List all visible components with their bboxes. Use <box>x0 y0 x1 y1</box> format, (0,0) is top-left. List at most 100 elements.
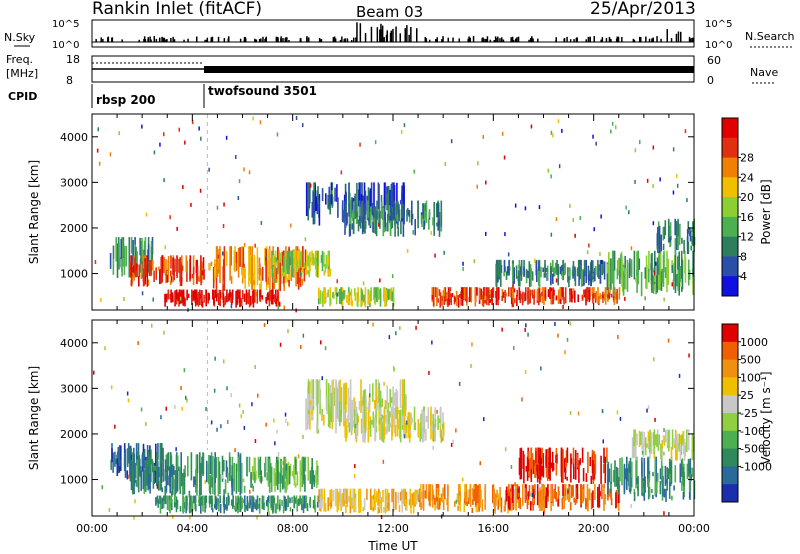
heatmap-cell <box>638 258 641 270</box>
heatmap-cell <box>196 478 198 496</box>
heatmap-cell <box>159 269 161 285</box>
heatmap-cell <box>327 383 330 427</box>
noise-bar <box>158 37 161 42</box>
heatmap-cell <box>558 491 561 496</box>
heatmap-cell <box>398 504 401 512</box>
heatmap-cell <box>118 463 121 473</box>
heatmap-cell <box>289 507 292 512</box>
heatmap-cell <box>279 503 281 510</box>
noise-bar <box>280 38 282 42</box>
heatmap-cell <box>114 424 116 429</box>
heatmap-cell <box>620 253 622 277</box>
noise-bar <box>390 30 393 42</box>
heatmap-cell <box>251 256 253 290</box>
heatmap-cell <box>334 287 337 296</box>
heatmap-cell <box>619 416 622 421</box>
heatmap-cell <box>511 485 514 503</box>
heatmap-cell <box>208 475 211 491</box>
heatmap-cell <box>217 254 220 259</box>
heatmap-cell <box>564 262 566 275</box>
heatmap-cell <box>146 460 148 486</box>
heatmap-cell <box>170 270 172 277</box>
heatmap-cell <box>240 298 243 307</box>
noise-bar <box>406 25 408 42</box>
heatmap-cell <box>548 456 551 475</box>
heatmap-cell <box>684 129 687 134</box>
heatmap-cell <box>540 266 542 278</box>
heatmap-cell <box>178 127 180 132</box>
heatmap-cell <box>273 418 275 423</box>
heatmap-cell <box>299 463 302 475</box>
heatmap-cell <box>391 194 394 206</box>
heatmap-cell <box>169 468 171 494</box>
heatmap-cell <box>133 453 135 485</box>
heatmap-cell <box>642 492 644 497</box>
heatmap-cell <box>255 502 258 509</box>
heatmap-cell <box>635 456 637 489</box>
heatmap-cell <box>563 297 565 305</box>
heatmap-cell <box>148 452 150 473</box>
heatmap-cell <box>93 370 95 375</box>
heatmap-cell <box>209 455 212 475</box>
heatmap-cell <box>653 357 655 362</box>
heatmap-cell <box>98 161 101 166</box>
heatmap-cell <box>169 280 172 285</box>
heatmap-cell <box>661 440 664 461</box>
heatmap-cell <box>471 507 474 513</box>
heatmap-cell <box>497 259 499 276</box>
heatmap-cell <box>343 409 345 422</box>
heatmap-cell <box>424 490 427 499</box>
heatmap-cell <box>672 147 675 152</box>
heatmap-cell <box>552 133 554 138</box>
heatmap-cell <box>325 254 328 269</box>
heatmap-cell <box>265 256 267 261</box>
heatmap-cell <box>544 290 546 296</box>
heatmap-cell <box>279 342 282 347</box>
heatmap-cell <box>120 445 122 471</box>
heatmap-cell <box>139 237 141 256</box>
heatmap-cell <box>153 270 155 282</box>
heatmap-cell <box>432 424 435 443</box>
heatmap-cell <box>525 269 528 278</box>
heatmap-cell <box>248 246 250 287</box>
noise-bar <box>486 36 489 42</box>
noise-bar <box>472 36 475 42</box>
heatmap-cell <box>369 290 371 304</box>
heatmap-cell <box>599 259 602 284</box>
heatmap-cell <box>495 263 497 287</box>
heatmap-cell <box>179 467 181 490</box>
heatmap-cell <box>142 255 145 274</box>
heatmap-cell <box>395 201 398 216</box>
heatmap-cell <box>559 266 562 275</box>
power-heatmap <box>94 114 696 313</box>
heatmap-cell <box>423 204 425 230</box>
heatmap-cell <box>370 287 372 301</box>
colorbar-segment <box>722 276 738 297</box>
heatmap-cell <box>630 246 633 251</box>
heatmap-cell <box>683 438 686 461</box>
heatmap-cell <box>550 174 552 179</box>
noise-bar <box>210 37 212 42</box>
heatmap-cell <box>531 484 534 496</box>
heatmap-cell <box>566 447 569 463</box>
heatmap-cell <box>276 132 279 137</box>
heatmap-cell <box>582 468 585 482</box>
heatmap-cell <box>552 491 554 506</box>
y-tick-label: 3000 <box>60 382 88 395</box>
heatmap-cell <box>413 169 415 174</box>
x-tick-label: 00:00 <box>678 522 710 535</box>
heatmap-cell <box>360 379 362 413</box>
power-cbar-label: Power [dB] <box>759 179 773 244</box>
heatmap-cell <box>109 152 112 157</box>
heatmap-cell <box>198 126 200 131</box>
heatmap-cell <box>112 245 115 259</box>
heatmap-cell <box>421 215 423 228</box>
heatmap-cell <box>544 259 546 272</box>
heatmap-cell <box>170 255 172 269</box>
heatmap-cell <box>660 234 662 251</box>
heatmap-cell <box>549 287 551 300</box>
heatmap-cell <box>674 250 677 293</box>
heatmap-cell <box>481 499 484 512</box>
heatmap-cell <box>464 491 467 502</box>
